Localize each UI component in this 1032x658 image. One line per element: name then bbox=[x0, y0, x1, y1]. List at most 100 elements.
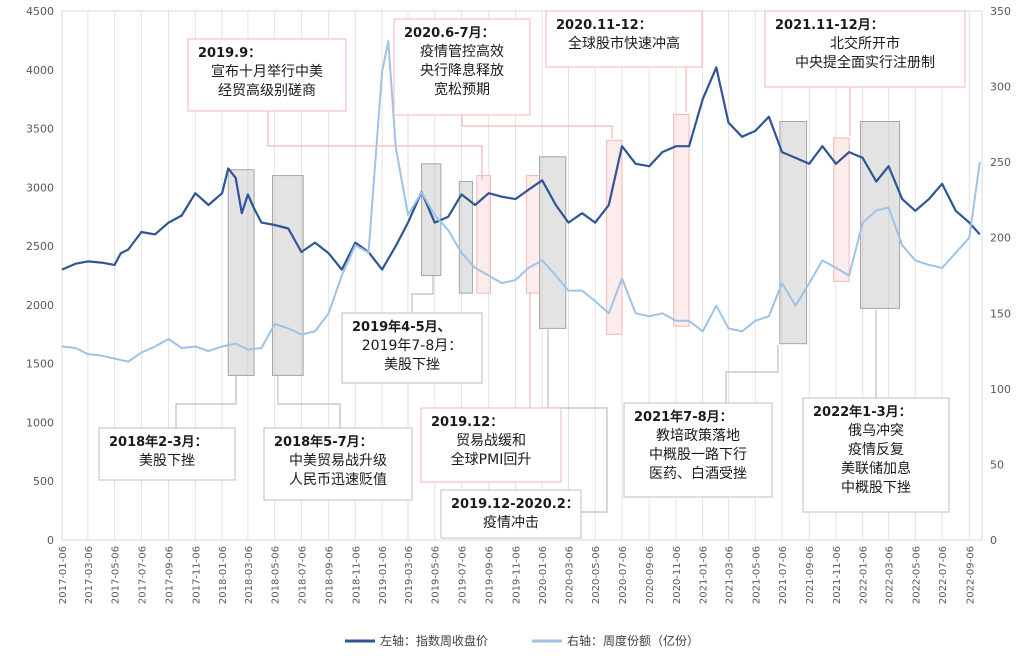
annotation-2019-4-5-7-8: 2019年4-5月、 2019年7-8月： 美股下挫 bbox=[341, 312, 483, 384]
annotation-text-line: 医药、白酒受挫 bbox=[649, 466, 747, 482]
y-left-tick-label: 3500 bbox=[26, 123, 54, 136]
annotation-leader-lines bbox=[175, 67, 877, 513]
annotation-title: 2020.11-12： bbox=[556, 18, 652, 33]
y-right-tick-label: 200 bbox=[990, 232, 1011, 245]
x-tick-label: 2022-07-06 bbox=[938, 546, 949, 604]
annotation-text-line: 央行降息释放 bbox=[420, 62, 504, 79]
annotation-leader-line bbox=[267, 111, 483, 180]
annotation-text-line: 贸易战缓和 bbox=[456, 433, 526, 449]
x-tick-label: 2019-01-06 bbox=[378, 546, 389, 604]
annotation-text-line: 中央提全面实行注册制 bbox=[795, 54, 935, 71]
annotation-title: 2019.12-2020.2： bbox=[451, 497, 579, 512]
annotation-box bbox=[764, 10, 966, 88]
annotation-text-line: 2019年7-8月： bbox=[362, 338, 463, 354]
annotation-text-line: 中美贸易战升级 bbox=[289, 453, 387, 469]
x-tick-label: 2018-09-06 bbox=[325, 546, 336, 604]
annotation-text-line: 宣布十月举行中美 bbox=[211, 64, 323, 80]
annotation-text-line: 俄乌冲突 bbox=[848, 423, 904, 439]
annotation-title: 2018年5-7月： bbox=[274, 434, 373, 450]
series-line-weekly-shares bbox=[61, 40, 981, 363]
x-tick-label: 2019-05-06 bbox=[431, 546, 442, 604]
annotation-2019-12-2020-2: 2019.12-2020.2： 疫情冲击 bbox=[440, 489, 582, 539]
x-tick-label: 2022-03-06 bbox=[885, 546, 896, 604]
annotation-text-line: 全球PMI回升 bbox=[451, 451, 532, 468]
annotation-text-line: 人民币迅速贬值 bbox=[289, 472, 387, 488]
x-tick-label: 2017-11-06 bbox=[191, 546, 202, 604]
x-tick-label: 2018-11-06 bbox=[351, 546, 362, 604]
annotation-2018-2-3: 2018年2-3月： 美股下挫 bbox=[98, 427, 236, 481]
annotation-leader-line bbox=[411, 276, 434, 313]
x-tick-label: 2020-11-06 bbox=[672, 546, 683, 604]
y-right-tick-label: 100 bbox=[990, 383, 1011, 396]
shaded-period bbox=[271, 175, 304, 376]
annotation-title: 2021年7-8月： bbox=[634, 409, 733, 425]
y-right-tick-label: 250 bbox=[990, 156, 1011, 169]
legend-label-left-series: 左轴：指数周收盘价 bbox=[380, 633, 488, 648]
annotation-text-line: 美股下挫 bbox=[139, 453, 195, 469]
annotation-box bbox=[263, 427, 413, 501]
shaded-periods bbox=[227, 113, 901, 376]
annotation-box bbox=[420, 407, 562, 483]
y-left-tick-label: 3000 bbox=[26, 181, 54, 194]
y-right-tick-label: 150 bbox=[990, 307, 1011, 320]
annotation-box bbox=[98, 427, 236, 481]
x-tick-label: 2019-03-06 bbox=[404, 546, 415, 604]
shaded-period bbox=[779, 121, 808, 345]
y-left-tick-label: 2000 bbox=[26, 299, 54, 312]
annotation-text-line: 中概股下挫 bbox=[841, 480, 911, 496]
x-tick-label: 2017-07-06 bbox=[137, 546, 148, 604]
plot-frame bbox=[61, 10, 983, 541]
x-tick-label: 2022-05-06 bbox=[911, 546, 922, 604]
shaded-period bbox=[458, 180, 473, 294]
y-left-tick-label: 2500 bbox=[26, 240, 54, 253]
x-tick-label: 2017-05-06 bbox=[111, 546, 122, 604]
annotation-text-line: 疫情管控高效 bbox=[420, 43, 504, 60]
annotation-title: 2021.11-12月： bbox=[775, 18, 884, 33]
annotation-title: 2019年4-5月、 bbox=[352, 319, 451, 335]
shaded-period bbox=[860, 121, 901, 309]
legend: 左轴：指数周收盘价 右轴：周度份额（亿份） bbox=[345, 633, 699, 648]
shaded-period bbox=[833, 137, 850, 282]
y-right-tick-label: 350 bbox=[990, 5, 1011, 18]
y-left-tick-label: 1000 bbox=[26, 416, 54, 429]
y-left-tick-label: 0 bbox=[47, 534, 54, 547]
annotation-text-line: 疫情反复 bbox=[848, 441, 904, 458]
annotation-title: 2019.9： bbox=[198, 46, 261, 61]
y-left-tick-label: 500 bbox=[33, 475, 54, 488]
x-tick-label: 2022-01-06 bbox=[859, 546, 870, 604]
annotation-box bbox=[623, 402, 773, 498]
y-right-tick-label: 300 bbox=[990, 81, 1011, 94]
x-tick-label: 2020-09-06 bbox=[645, 546, 656, 604]
annotation-box bbox=[802, 397, 950, 513]
annotation-leader-line bbox=[461, 115, 613, 138]
shaded-period bbox=[476, 175, 491, 294]
x-tick-label: 2017-01-06 bbox=[58, 546, 69, 604]
shaded-period bbox=[673, 113, 690, 327]
annotation-box bbox=[545, 10, 703, 68]
annotation-text-line: 宽松预期 bbox=[434, 81, 490, 98]
annotation-title: 2019.12： bbox=[431, 415, 503, 430]
annotation-box bbox=[393, 18, 531, 116]
x-tick-label: 2018-01-06 bbox=[218, 546, 229, 604]
series-line-index-close bbox=[61, 66, 981, 271]
x-tick-label: 2019-07-06 bbox=[457, 546, 468, 604]
shaded-period bbox=[606, 139, 623, 335]
legend-label-right-series: 右轴：周度份额（亿份） bbox=[567, 633, 699, 648]
x-tick-label: 2021-01-06 bbox=[699, 546, 710, 604]
annotation-text-line: 教培政策落地 bbox=[656, 427, 740, 444]
shaded-period bbox=[525, 175, 541, 294]
x-tick-label: 2017-09-06 bbox=[165, 546, 176, 604]
y-right-tick-label: 0 bbox=[990, 534, 997, 547]
annotation-text-line: 美股下挫 bbox=[384, 357, 440, 373]
annotation-text-line: 北交所开市 bbox=[830, 35, 900, 52]
series-lines bbox=[61, 40, 981, 363]
annotation-box bbox=[341, 312, 483, 384]
annotation-box bbox=[187, 38, 347, 112]
x-tick-label: 2021-09-06 bbox=[805, 546, 816, 604]
